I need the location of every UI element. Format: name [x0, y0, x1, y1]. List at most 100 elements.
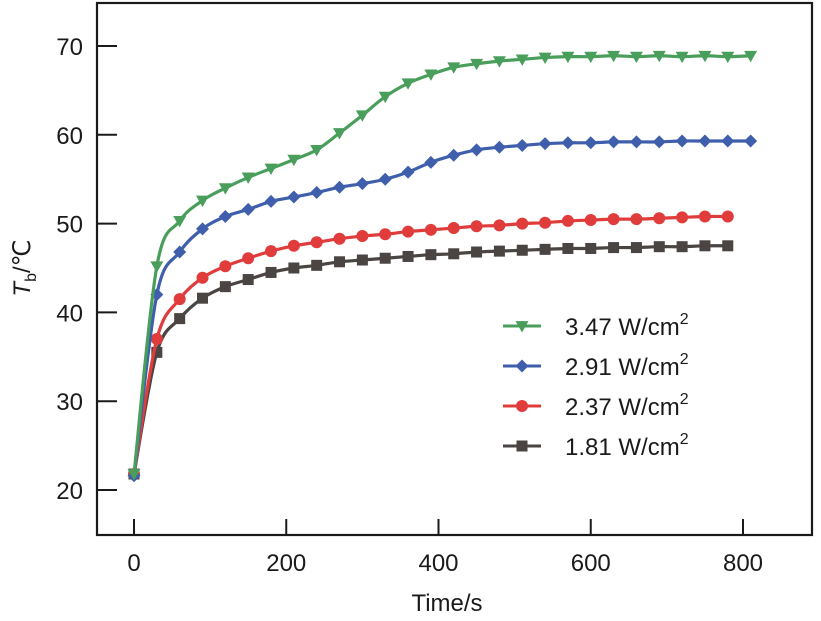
data-point	[515, 54, 529, 66]
data-point	[585, 242, 597, 254]
data-point	[630, 213, 643, 226]
data-point	[356, 230, 369, 243]
data-point	[516, 217, 529, 230]
data-point	[287, 190, 301, 204]
data-point	[379, 252, 391, 264]
x-tick-label: 400	[418, 550, 458, 577]
legend-label-superscript: 2	[680, 431, 689, 448]
data-point	[218, 183, 232, 195]
data-point	[378, 91, 392, 104]
series-layer	[127, 50, 758, 483]
x-axis: 0 200 400 600 800	[127, 519, 763, 577]
data-point	[173, 245, 187, 259]
data-point	[721, 51, 735, 64]
plot-border	[95, 1, 814, 537]
data-point	[675, 51, 689, 64]
data-point	[698, 210, 711, 223]
y-tick-label: 70	[56, 34, 83, 61]
legend: 3.47 W/cm2 2.91 W/cm2 2.37 W/cm2 1.81 W/cm2	[503, 311, 689, 461]
data-point	[287, 154, 301, 167]
data-point	[197, 292, 209, 304]
x-axis-title: Time/s	[411, 590, 482, 617]
data-point	[288, 262, 300, 274]
data-point	[676, 211, 689, 224]
data-point	[561, 214, 574, 227]
data-point	[653, 241, 665, 253]
data-point	[744, 50, 758, 63]
data-point	[150, 333, 163, 346]
data-point	[562, 242, 574, 254]
y-axis-title-sub: b	[23, 273, 40, 282]
data-point	[173, 293, 186, 306]
data-point	[424, 223, 437, 236]
data-point	[629, 51, 643, 64]
data-point	[515, 138, 529, 152]
data-point	[241, 172, 255, 184]
series-1	[127, 50, 758, 481]
data-point	[150, 261, 164, 273]
data-point	[492, 140, 506, 154]
data-point	[471, 246, 483, 258]
x-tick-label: 0	[127, 550, 140, 577]
data-point	[287, 239, 300, 252]
legend-item: 2.91 W/cm2	[503, 351, 689, 381]
data-point	[721, 134, 735, 148]
data-point	[652, 135, 666, 149]
data-point	[379, 228, 392, 241]
data-point	[264, 194, 278, 208]
data-point	[401, 165, 415, 179]
data-point	[584, 51, 598, 64]
data-point	[378, 172, 392, 186]
series-4	[128, 240, 734, 480]
data-point	[264, 163, 278, 176]
data-point	[333, 128, 347, 140]
legend-item: 2.37 W/cm2	[503, 391, 689, 421]
data-point	[607, 135, 621, 149]
data-point	[448, 248, 460, 260]
data-point	[744, 134, 758, 148]
data-point	[265, 245, 278, 258]
legend-label-superscript: 2	[680, 351, 689, 368]
data-point	[219, 260, 232, 273]
data-point	[265, 266, 277, 278]
data-point	[424, 69, 438, 81]
legend-item: 1.81 W/cm2	[503, 431, 689, 461]
data-point	[629, 135, 643, 149]
data-point	[539, 216, 552, 229]
legend-label: 2.37 W/cm2	[565, 391, 689, 421]
data-point	[355, 110, 369, 122]
data-point	[699, 240, 711, 252]
legend-label-superscript: 2	[680, 391, 689, 408]
data-point	[470, 58, 484, 71]
data-point	[355, 177, 369, 191]
x-tick-label: 200	[266, 550, 306, 577]
data-point	[447, 148, 461, 162]
legend-marker	[516, 440, 528, 452]
x-tick-label: 600	[571, 550, 611, 577]
data-point	[196, 271, 209, 284]
data-point	[493, 245, 505, 257]
data-point	[493, 219, 506, 232]
data-point	[538, 52, 552, 65]
data-point	[470, 143, 484, 157]
data-point	[561, 51, 575, 64]
data-point	[698, 134, 712, 148]
legend-marker	[515, 359, 529, 373]
data-point	[607, 213, 620, 226]
data-point	[652, 50, 666, 63]
y-tick-label: 60	[56, 123, 83, 150]
data-point	[402, 225, 415, 238]
data-point	[470, 220, 483, 233]
data-point	[310, 236, 323, 249]
data-point	[196, 222, 210, 236]
data-point	[675, 134, 689, 148]
data-point	[173, 216, 187, 228]
legend-marker	[516, 400, 528, 412]
data-point	[538, 137, 552, 151]
legend-label: 1.81 W/cm2	[565, 431, 689, 461]
y-axis: 20 30 40 50 60 70	[56, 34, 117, 505]
data-point	[424, 155, 438, 169]
x-tick-label: 800	[723, 550, 763, 577]
y-axis-title-unit: /℃	[9, 239, 36, 273]
